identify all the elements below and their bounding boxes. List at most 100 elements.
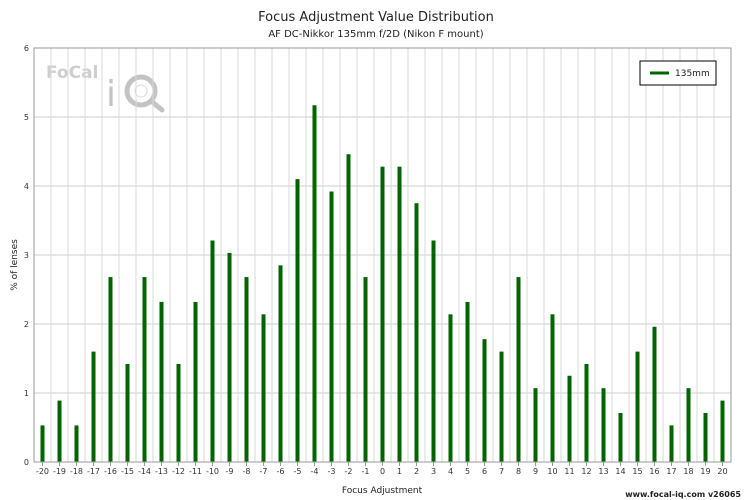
bar <box>533 388 538 462</box>
bar <box>227 252 232 462</box>
bar <box>567 375 572 462</box>
bar <box>380 166 385 462</box>
y-tick-label: 2 <box>24 320 29 329</box>
x-tick-label: -13 <box>155 467 168 476</box>
y-tick-label: 0 <box>24 458 29 467</box>
bar <box>465 301 470 462</box>
chart-title: Focus Adjustment Value Distribution <box>258 10 494 25</box>
bar <box>516 277 521 462</box>
x-tick-label: 2 <box>414 467 419 476</box>
bar <box>686 388 691 462</box>
bar <box>91 351 96 462</box>
x-tick-label: 6 <box>482 467 487 476</box>
x-tick-label: -7 <box>260 467 268 476</box>
y-tick-label: 5 <box>24 113 29 122</box>
x-tick-label: 1 <box>397 467 402 476</box>
bar <box>414 203 419 462</box>
bar <box>244 277 249 462</box>
bar <box>176 364 181 462</box>
bar <box>720 400 725 462</box>
grid <box>34 47 731 463</box>
x-tick-label: -2 <box>345 467 353 476</box>
bar <box>601 388 606 462</box>
legend: 135mm <box>639 60 717 86</box>
bar <box>278 265 283 462</box>
y-tick-label: 4 <box>24 182 29 191</box>
x-tick-label: 10 <box>547 467 557 476</box>
bar <box>329 191 334 462</box>
x-ticks: -20 -19 -18 -17 -16 -15 -14 -13 -12 -11 -10 -9 -8 -7-… <box>36 462 728 476</box>
x-tick-label: 19 <box>700 467 710 476</box>
x-tick-label: -18 <box>70 467 83 476</box>
x-tick-label: 13 <box>598 467 608 476</box>
bar <box>669 425 674 462</box>
x-tick-label: -11 <box>189 467 202 476</box>
bar <box>108 277 113 462</box>
bars <box>40 105 725 463</box>
x-tick-label: 14 <box>615 467 625 476</box>
bar <box>482 339 487 462</box>
x-tick-label: 9 <box>533 467 538 476</box>
bar <box>57 400 62 462</box>
bar <box>703 413 708 462</box>
legend-label: 135mm <box>675 69 710 79</box>
x-tick-label: 12 <box>581 467 591 476</box>
bar <box>499 351 504 462</box>
x-tick-label: 7 <box>499 467 504 476</box>
bar <box>142 277 147 462</box>
x-tick-label: 8 <box>516 467 521 476</box>
bar <box>448 314 453 462</box>
x-tick-label: -10 <box>206 467 219 476</box>
x-tick-label: -12 <box>172 467 185 476</box>
y-tick-label: 1 <box>24 389 29 398</box>
x-tick-label: -5 <box>294 467 302 476</box>
y-tick-label: 3 <box>24 251 29 260</box>
x-tick-label: -20 <box>36 467 49 476</box>
x-tick-label: -15 <box>121 467 134 476</box>
bar <box>312 105 317 463</box>
x-tick-label: -17 <box>87 467 100 476</box>
x-tick-label: -19 <box>53 467 66 476</box>
x-tick-label: -16 <box>104 467 117 476</box>
bar <box>210 240 215 462</box>
bar <box>363 277 368 462</box>
y-ticks: 0 1 2 3 4 5 6 <box>24 44 29 467</box>
x-tick-label: -6 <box>277 467 285 476</box>
x-tick-label: -9 <box>226 467 234 476</box>
chart-subtitle: AF DC-Nikkor 135mm f/2D (Nikon F mount) <box>268 29 483 40</box>
plot-frame <box>33 47 732 463</box>
bar <box>346 154 351 462</box>
footer-watermark: www.focal-iq.com v26065 <box>625 490 741 499</box>
x-tick-label: -8 <box>243 467 251 476</box>
x-tick-label: 11 <box>564 467 574 476</box>
x-tick-label: 17 <box>666 467 676 476</box>
x-tick-label: 20 <box>717 467 727 476</box>
x-tick-label: -3 <box>328 467 336 476</box>
bar <box>125 364 130 462</box>
bar <box>652 326 657 462</box>
focal-iq-logo: FoCal i <box>46 63 165 115</box>
x-axis-label: Focus Adjustment <box>342 486 423 496</box>
bar <box>431 240 436 462</box>
bar <box>193 301 198 462</box>
bar <box>40 425 45 462</box>
x-tick-label: 4 <box>448 467 453 476</box>
bar <box>584 364 589 462</box>
x-tick-label: 15 <box>632 467 642 476</box>
y-axis-label: % of lenses <box>10 239 20 291</box>
bar <box>550 314 555 462</box>
x-tick-label: -14 <box>138 467 151 476</box>
bar <box>261 314 266 462</box>
x-tick-label: 0 <box>380 467 385 476</box>
y-tick-label: 6 <box>24 44 29 53</box>
svg-text:i: i <box>106 74 116 115</box>
bar <box>635 351 640 462</box>
bar <box>397 166 402 462</box>
x-tick-label: 18 <box>683 467 693 476</box>
bar <box>618 413 623 462</box>
bar <box>159 301 164 462</box>
bar <box>74 425 79 462</box>
x-tick-label: -4 <box>311 467 319 476</box>
x-tick-label: 5 <box>465 467 470 476</box>
